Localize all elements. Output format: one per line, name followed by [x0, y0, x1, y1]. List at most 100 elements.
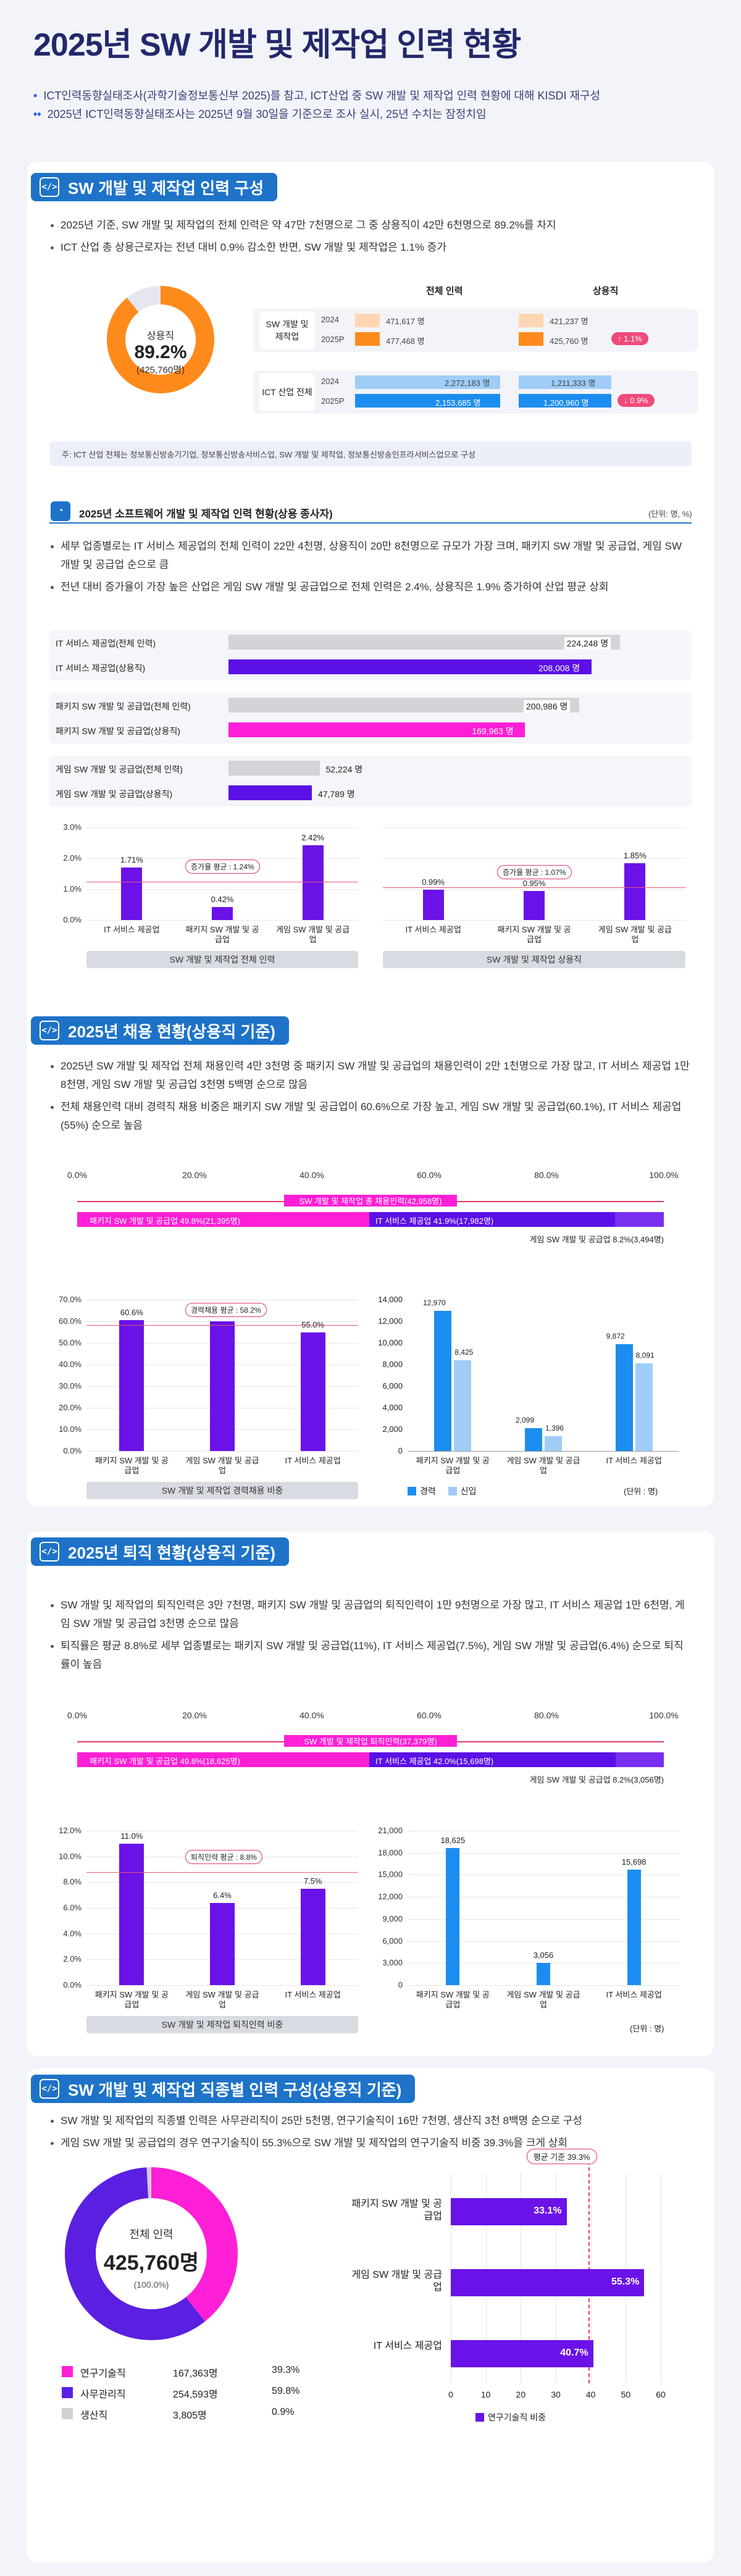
- y-tick-label: 3,000: [382, 1958, 403, 1968]
- code-icon: </>: [40, 1542, 59, 1562]
- x-tick-label: 0.0%: [67, 1710, 87, 1720]
- legend-row: 연구기술직 167,363명 39.3%: [62, 2365, 321, 2386]
- research-share-chart: 0 10 20 30 40 50 60 평균 기준 39.3% 패키지 SW 개발 및 공급업 3…: [346, 2149, 692, 2433]
- segment-label: IT 서비스 제공업 41.9%(17,982명): [375, 1216, 494, 1226]
- bar-value-label: 40.7%: [560, 2348, 588, 2358]
- x-category-label: 패키지 SW 개발 및 공급업: [497, 925, 571, 944]
- header-notes: • ICT인력동향실태조사(과학기술정보통신부 2025)를 참고, ICT산업 …: [33, 86, 600, 123]
- x-category-label: 게임 SW 개발 및 공급업: [506, 1456, 580, 1475]
- gridline: [86, 889, 358, 890]
- chart-caption: SW 개발 및 제작업 퇴직인력 비중: [86, 2016, 358, 2033]
- stacked-segment: [77, 1212, 370, 1227]
- bar: [525, 1428, 542, 1451]
- donut-regular-slice: [107, 286, 214, 393]
- y-tick-label: 12,000: [378, 1316, 403, 1326]
- x-tick-label: 50: [621, 2390, 631, 2399]
- row-group-label: SW 개발 및 제작업: [259, 312, 315, 349]
- section-bullets: 2025년 기준, SW 개발 및 제작업의 전체 인력은 약 47만 7천명으…: [49, 216, 692, 261]
- bar-regular-2025: [519, 332, 543, 346]
- bar: [300, 1888, 325, 1985]
- x-category-label: IT 서비스 제공업: [104, 925, 160, 934]
- legend-swatch: [62, 2408, 73, 2419]
- y-tick-label: 9,000: [382, 1913, 403, 1923]
- section-bullets: SW 개발 및 제작업의 퇴직인력은 3만 7천명, 패키지 SW 개발 및 공…: [49, 1596, 692, 1678]
- hbar-value: 200,986 명: [524, 700, 571, 713]
- legend-label: 생산직: [80, 2411, 108, 2421]
- stacked-segment: [615, 1212, 664, 1227]
- bar-value-label: 12,970: [422, 1298, 446, 1308]
- bar: [119, 1319, 144, 1451]
- bar: [635, 1363, 653, 1451]
- bar-regular-2024: [519, 375, 611, 389]
- gridline: [408, 1941, 679, 1942]
- bar-value-label: 55.3%: [611, 2277, 640, 2287]
- bar-value-label: 55.0%: [301, 1319, 325, 1329]
- header-note: ICT인력동향실태조사(과학기술정보통신부 2025)를 참고, ICT산업 중…: [43, 90, 601, 102]
- y-tick-label: 21,000: [378, 1826, 403, 1835]
- gridline: [408, 1918, 679, 1920]
- bar: [451, 2198, 567, 2225]
- stacked-segment: [616, 1752, 664, 1767]
- y-tick-label: 12,000: [378, 1892, 403, 1902]
- legend-label: 연구기술직: [80, 2369, 126, 2379]
- occupation-donut: [65, 2167, 238, 2340]
- legend-row: 생산직 3,805명 0.9%: [62, 2407, 321, 2428]
- bar: [300, 1332, 325, 1451]
- y-tick-label: 12.0%: [59, 1826, 82, 1835]
- legend-label: 신입: [460, 1486, 477, 1496]
- donut-slice: [65, 2167, 238, 2340]
- bar: [302, 845, 324, 920]
- x-tick-label: 0: [448, 2390, 453, 2399]
- y-tick-label: 1.0%: [63, 884, 82, 893]
- value-label: 425,760 명: [550, 337, 588, 346]
- gridline: [383, 889, 685, 890]
- bar-value-label: 0.99%: [422, 877, 445, 887]
- x-category-label: 패키지 SW 개발 및 공급업: [185, 925, 259, 944]
- hbar-label: 패키지 SW 개발 및 공급업(전체 인력): [56, 701, 191, 711]
- bar-value-label: 11.0%: [120, 1831, 143, 1841]
- value-label: 1,211,333 명: [551, 378, 596, 388]
- hbar-value: 169,963 명: [472, 726, 514, 736]
- legend-percent: 39.3%: [272, 2365, 300, 2375]
- section-title: </> SW 개발 및 제작업 인력 구성: [31, 173, 278, 201]
- segment-label: IT 서비스 제공업 42.0%(15,698명): [375, 1757, 494, 1766]
- legend-swatch: [62, 2366, 73, 2377]
- code-icon: </>: [40, 177, 59, 197]
- bar-regular-2025: [519, 394, 611, 408]
- bar: [615, 1344, 633, 1451]
- bar: [446, 1848, 460, 1985]
- hbar-bar: [228, 722, 525, 737]
- section-bullets: 세부 업종별로는 IT 서비스 제공업의 전체 인력이 22만 4천명, 상용직…: [49, 537, 692, 600]
- bar-value-label: 7.5%: [303, 1876, 322, 1886]
- bullet-item: 2025년 기준, SW 개발 및 제작업의 전체 인력은 약 47만 7천명으…: [49, 216, 692, 235]
- y-tick-label: 2,000: [382, 1424, 403, 1434]
- subsection-header: [49, 501, 692, 524]
- bullet-item: 전년 대비 증가율이 가장 높은 산업은 게임 SW 개발 및 공급업으로 전체…: [49, 578, 692, 596]
- legend-swatch: [448, 1487, 457, 1495]
- header-note: 2025년 ICT인력동향실태조사는 2025년 9월 30일을 기준으로 조사…: [47, 108, 487, 120]
- y-tick-label: 50.0%: [59, 1338, 82, 1347]
- bar: [212, 907, 233, 920]
- retire-share-stacked-bar: 0.0% 20.0% 40.0% 60.0% 80.0% 100.0% SW 개발 및 제작…: [49, 1704, 692, 1809]
- growth-chart-regular: 0.99% IT 서비스 제공업 0.95% 패키지 SW 개발 및 공급업 1.85%…: [371, 821, 692, 988]
- value-label: 1,200,960 명: [543, 398, 589, 408]
- stacked-segment: [369, 1752, 616, 1767]
- bullet-item: 2025년 SW 개발 및 제작업 전체 채용인력 4만 3천명 중 패키지 S…: [49, 1057, 692, 1094]
- x-category-label: 게임 SW 개발 및 공급업: [598, 925, 672, 944]
- occupation-legend: 연구기술직 167,363명 39.3% 사무관리직 254,593명 59.8% 생산직 3…: [62, 2365, 321, 2428]
- y-tick-label: 70.0%: [59, 1295, 82, 1304]
- x-tick-label: 20: [516, 2390, 526, 2399]
- bar-value-label: 3,056: [533, 1950, 554, 1960]
- x-tick-label: 0.0%: [67, 1170, 87, 1180]
- retire-rate-chart: 12.0% 10.0% 8.0% 6.0% 4.0% 2.0% 0.0% 11.0% 패키지 S…: [49, 1825, 371, 2041]
- x-tick-label: 100.0%: [649, 1710, 679, 1720]
- x-tick-label: 80.0%: [534, 1170, 559, 1180]
- section-title: </> 2025년 채용 현황(상용직 기준): [31, 1016, 290, 1045]
- value-label: 471,617 명: [386, 317, 425, 326]
- segment-label: 패키지 SW 개발 및 공급업 49.8%(21,395명): [90, 1216, 240, 1226]
- gridline: [86, 1451, 358, 1452]
- donut-center: 상용직 89.2% (425,760명): [105, 327, 216, 376]
- regular-ratio-donut: [107, 286, 214, 393]
- hbar-bar: [228, 698, 579, 713]
- change-badge-down: ↓ 0.9%: [618, 394, 655, 407]
